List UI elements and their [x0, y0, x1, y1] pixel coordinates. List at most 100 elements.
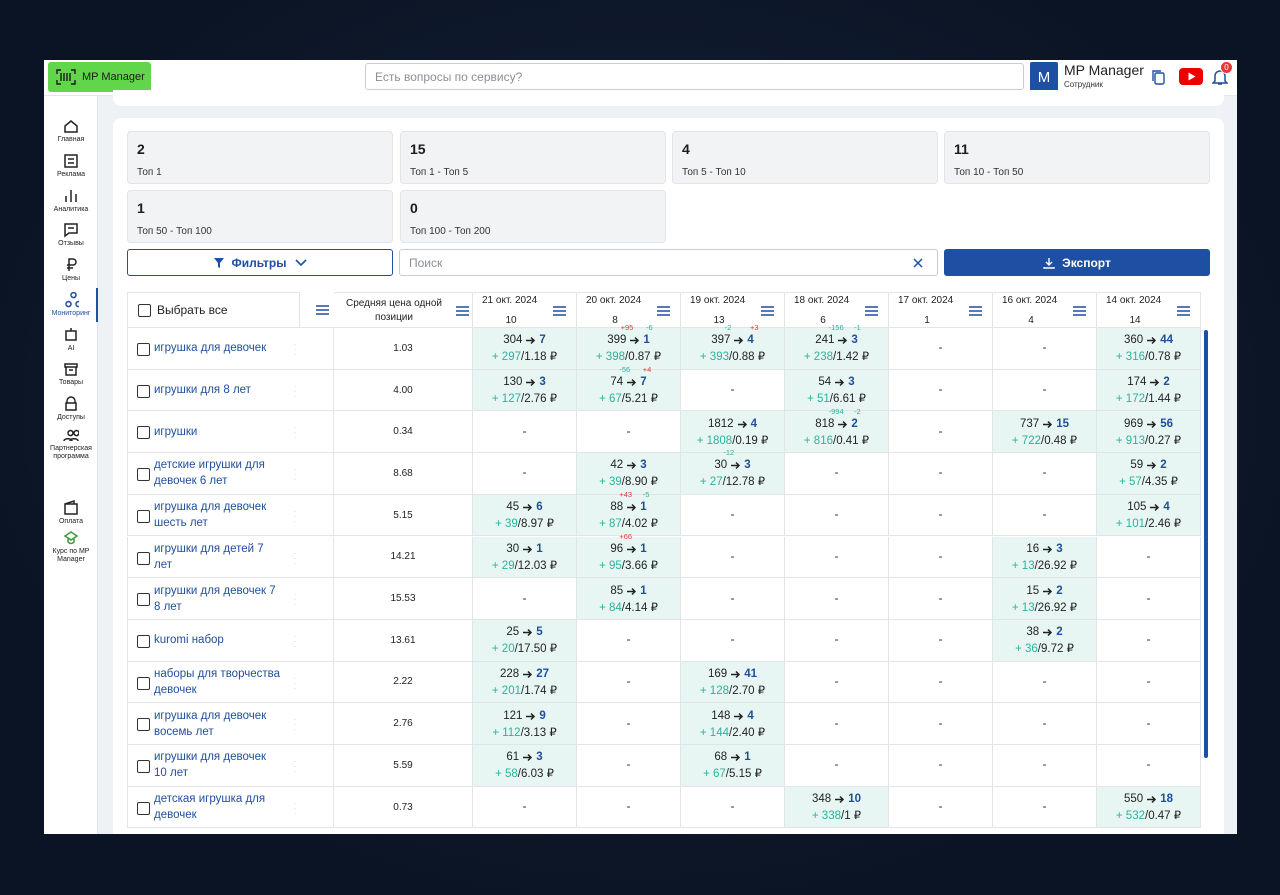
stat-value: 4 [682, 141, 690, 157]
arrow-icon [1147, 337, 1157, 345]
position-cell: 174 2 + 172/1.44 ₽ [1097, 369, 1201, 412]
youtube-icon[interactable] [1179, 68, 1203, 85]
price: /0.87 ₽ [625, 351, 662, 364]
checkbox[interactable] [137, 343, 150, 356]
clear-icon[interactable] [913, 258, 923, 268]
checkbox[interactable] [137, 676, 150, 690]
help-search[interactable]: Есть вопросы по сервису? [365, 63, 1024, 90]
query-cell: игрушки для детей 7 лет [127, 536, 334, 579]
date-label: 19 окт. 2024 [690, 295, 746, 306]
nav-item[interactable]: Партнерская программа [44, 427, 98, 461]
query-link[interactable]: игрушки для 8 лет [154, 384, 251, 397]
query-link[interactable]: игрушка для девочек восемь лет [154, 709, 267, 738]
to-position: 3 [848, 376, 855, 389]
position-change: 169 41 [708, 666, 757, 683]
arrow-icon [1043, 545, 1053, 553]
checkbox[interactable] [137, 634, 150, 648]
position-cell: 969 56 + 913/0.27 ₽ [1097, 411, 1201, 454]
query-link[interactable]: kuromi набор [154, 634, 224, 647]
query-link[interactable]: наборы для творчества девочек [154, 667, 280, 696]
row-menu-icon [294, 469, 296, 480]
nav-item[interactable]: Оплата [44, 500, 98, 526]
avg-price: 8.68 [334, 453, 473, 495]
query-cell: детская игрушка для девочек [127, 786, 334, 829]
checkbox[interactable] [137, 593, 150, 607]
gain: + 13 [1011, 559, 1035, 572]
nav-item[interactable]: AI [44, 327, 98, 353]
query-link[interactable]: игрушки для девочек 10 лет [154, 751, 267, 780]
column-menu-icon [865, 306, 878, 316]
checkbox[interactable] [137, 760, 150, 773]
gain-line: + 29/12.03 ₽ [492, 558, 557, 575]
logo-icon [56, 69, 76, 85]
export-button[interactable]: Экспорт [944, 249, 1210, 276]
nav-item[interactable]: Курс по MP Manager [44, 530, 98, 564]
table-search[interactable]: Поиск [399, 249, 938, 276]
avatar[interactable]: M [1030, 62, 1058, 92]
gain: + 95 [599, 559, 622, 572]
query-cell: игрушка для девочек [127, 328, 334, 370]
query-link[interactable]: игрушка для девочек шесть лет [154, 501, 267, 530]
copy-icon[interactable] [1151, 69, 1165, 85]
checkbox[interactable] [137, 426, 150, 440]
to-position: 18 [1160, 793, 1173, 806]
checkbox[interactable] [137, 384, 150, 398]
nav-item[interactable]: Товары [44, 361, 98, 387]
nav-item[interactable]: Отзывы [44, 222, 98, 248]
position-cell: 96 +66 1 + 95/3.66 ₽ [577, 532, 681, 579]
empty-cell: - [681, 578, 785, 620]
row-menu-icon [294, 594, 296, 605]
avg-price: 0.34 [334, 411, 473, 454]
checkbox[interactable] [137, 801, 150, 815]
query-link[interactable]: игрушки [154, 425, 198, 438]
query-link[interactable]: детская игрушка для девочек [154, 793, 266, 822]
nav-label: Курс по MP Manager [52, 548, 90, 563]
nav-item[interactable]: Цены [44, 257, 98, 283]
query-link[interactable]: игрушка для девочек [154, 342, 267, 355]
date-count: 8 [612, 315, 618, 326]
position-cell: 88 +43 1 -5 + 87/4.02 ₽ [577, 491, 681, 537]
from-position: 59 [1130, 459, 1144, 472]
position-cell: 148 4 + 144/2.40 ₽ [681, 703, 785, 745]
gain-line: + 338/1 ₽ [812, 808, 861, 825]
checkbox[interactable] [137, 509, 150, 523]
logo-text: MP Manager [82, 71, 145, 83]
checkbox[interactable] [138, 303, 151, 317]
price: /3.13 ₽ [520, 726, 557, 739]
checkbox[interactable] [137, 718, 150, 732]
arrow-icon [523, 629, 533, 637]
from-change: +66 [619, 531, 633, 541]
scrollbar[interactable] [1204, 330, 1208, 758]
arrow-icon [1147, 462, 1157, 470]
nav-label: Цены [62, 275, 80, 282]
query-link[interactable]: игрушки для девочек 7 8 лет [154, 584, 276, 613]
checkbox[interactable] [137, 468, 150, 482]
price: /1.44 ₽ [1145, 393, 1182, 406]
stat-card: 11 Топ 10 - Топ 50 [944, 131, 1210, 184]
nav-item[interactable]: Аналитика [44, 188, 98, 214]
nav-item[interactable]: Главная [44, 118, 98, 144]
nav-icon [65, 292, 79, 308]
query-link[interactable]: детские игрушки для девочек 6 лет [154, 459, 265, 488]
nav-label: Главная [57, 136, 85, 143]
empty-cell: - [577, 619, 681, 662]
position-cell: 304 7 + 297/1.18 ₽ [473, 328, 577, 370]
to-position: 4 [750, 417, 757, 430]
arrow-icon [838, 420, 848, 428]
gain: + 144 [699, 726, 729, 739]
nav-item[interactable]: Доступы [44, 396, 98, 422]
checkbox[interactable] [137, 551, 150, 565]
column-menu-icon [657, 306, 670, 316]
filters-button[interactable]: Фильтры [127, 249, 393, 276]
to-position: 56 [1160, 417, 1173, 430]
date-header: 19 окт. 2024 13 [681, 292, 785, 328]
query-link[interactable]: игрушки для детей 7 лет [154, 542, 264, 571]
position-cell: 130 3 + 127/2.76 ₽ [473, 369, 577, 412]
position-cell: 397 -2 4 +3 + 393/0.88 ₽ [681, 324, 785, 370]
position-change: 42 3 [610, 457, 646, 474]
from-position: 68 [714, 751, 728, 764]
logo-button[interactable]: MP Manager [48, 62, 151, 92]
nav-item[interactable]: Реклама [44, 153, 98, 179]
date-label: 20 окт. 2024 [586, 295, 642, 306]
nav-item[interactable]: Мониторинг [44, 292, 98, 318]
